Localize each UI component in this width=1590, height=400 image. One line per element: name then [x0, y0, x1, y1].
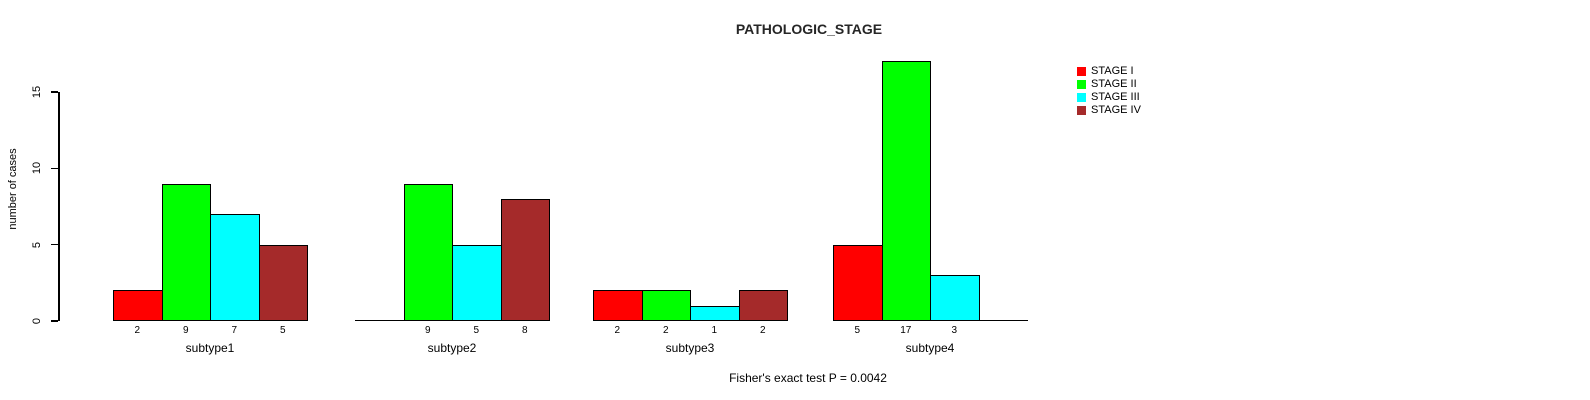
- y-axis-tick-label: 5: [31, 241, 43, 248]
- fisher-test-annotation: Fisher's exact test P = 0.0042: [729, 371, 887, 385]
- legend-item-stage-4: STAGE IV: [1077, 104, 1141, 117]
- zero-bar-stage-iv-subtype4: [978, 320, 1028, 321]
- y-axis-tick: [51, 91, 58, 93]
- stage-3-swatch: [1077, 93, 1086, 102]
- y-axis-tick: [51, 320, 58, 322]
- bar-stage-iii-subtype4: [930, 275, 980, 321]
- stage-1-swatch: [1077, 67, 1086, 76]
- y-axis-tick-label: 10: [31, 162, 43, 175]
- bar-value-label: 5: [854, 325, 861, 336]
- y-axis-tick: [51, 243, 58, 246]
- legend-label: STAGE IV: [1091, 104, 1141, 116]
- bar-value-label: 17: [900, 325, 912, 336]
- legend-label: STAGE II: [1091, 78, 1137, 90]
- bar-stage-i-subtype1: [113, 290, 163, 321]
- bar-value-label: 2: [759, 325, 766, 336]
- chart-title: PATHOLOGIC_STAGE: [735, 21, 883, 37]
- bar-stage-iv-subtype3: [738, 290, 788, 321]
- category-label-subtype3: subtype3: [665, 341, 715, 355]
- bar-value-label: 3: [951, 325, 958, 336]
- bar-stage-iii-subtype3: [690, 305, 740, 321]
- stage-2-swatch: [1077, 80, 1086, 89]
- bar-value-label: 9: [182, 325, 189, 336]
- bar-stage-iv-subtype1: [258, 244, 308, 321]
- bar-stage-iii-subtype2: [452, 244, 502, 321]
- y-axis-title: number of cases: [7, 148, 19, 230]
- legend-item-stage-2: STAGE II: [1077, 78, 1141, 91]
- bar-value-label: 8: [521, 325, 528, 336]
- bar-stage-ii-subtype1: [161, 183, 211, 321]
- bar-stage-ii-subtype4: [881, 61, 931, 321]
- bar-stage-i-subtype3: [593, 290, 643, 321]
- category-label-subtype2: subtype2: [427, 341, 477, 355]
- legend-item-stage-3: STAGE III: [1077, 91, 1141, 104]
- bar-stage-i-subtype4: [833, 244, 883, 321]
- y-axis-tick-label: 15: [31, 85, 43, 99]
- legend-item-stage-1: STAGE I: [1077, 65, 1141, 78]
- stage-4-swatch: [1077, 106, 1086, 115]
- zero-bar-stage-i-subtype2: [355, 320, 405, 321]
- category-label-subtype4: subtype4: [905, 341, 955, 355]
- bar-value-label: 9: [424, 325, 431, 336]
- bar-stage-iii-subtype1: [210, 214, 260, 321]
- bar-value-label: 2: [614, 325, 621, 336]
- y-axis-line: [58, 92, 60, 321]
- legend-label: STAGE III: [1091, 91, 1140, 103]
- bar-value-label: 2: [134, 325, 141, 336]
- y-axis-tick: [51, 167, 58, 170]
- bar-stage-ii-subtype3: [641, 290, 691, 321]
- category-label-subtype1: subtype1: [185, 341, 235, 355]
- legend: STAGE I STAGE II STAGE III STAGE IV: [1077, 65, 1141, 117]
- bar-value-label: 2: [662, 325, 669, 336]
- y-axis-tick-label: 0: [31, 317, 43, 325]
- bar-stage-ii-subtype2: [403, 183, 453, 321]
- bar-value-label: 1: [711, 325, 718, 336]
- bar-value-label: 7: [231, 325, 238, 336]
- bar-stage-iv-subtype2: [500, 198, 550, 321]
- legend-label: STAGE I: [1091, 65, 1134, 77]
- bar-value-label: 5: [473, 325, 480, 336]
- bar-value-label: 5: [279, 325, 286, 336]
